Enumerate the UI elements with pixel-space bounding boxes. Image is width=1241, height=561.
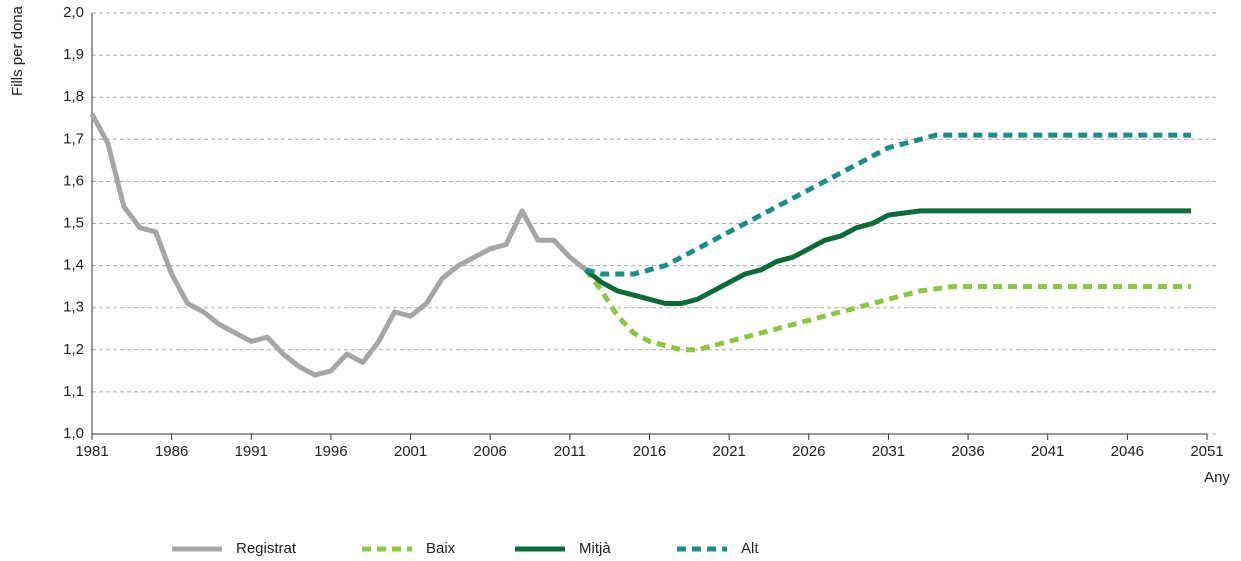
x-tick-label: 1991 bbox=[235, 443, 268, 460]
y-tick-label: 1,9 bbox=[63, 46, 84, 63]
x-tick-label: 2001 bbox=[394, 443, 427, 460]
legend-label: Registrat bbox=[236, 540, 297, 557]
x-tick-label: 2046 bbox=[1111, 443, 1144, 460]
legend-label: Baix bbox=[426, 540, 456, 557]
x-tick-label: 1986 bbox=[155, 443, 188, 460]
y-tick-label: 1,3 bbox=[63, 299, 84, 316]
y-tick-label: 1,1 bbox=[63, 383, 84, 400]
legend-label: Alt bbox=[741, 540, 759, 557]
y-tick-label: 1,7 bbox=[63, 130, 84, 147]
y-tick-label: 1,6 bbox=[63, 172, 84, 189]
y-tick-label: 1,0 bbox=[63, 425, 84, 442]
y-tick-label: 1,2 bbox=[63, 341, 84, 358]
x-tick-label: 1996 bbox=[314, 443, 347, 460]
x-tick-label: 2016 bbox=[633, 443, 666, 460]
series-line bbox=[585, 132, 1192, 277]
x-tick-label: 2011 bbox=[554, 443, 586, 460]
x-tick-label: 2051 bbox=[1190, 443, 1223, 460]
y-tick-label: 1,4 bbox=[63, 257, 84, 274]
series-line bbox=[583, 268, 1192, 353]
x-axis-label: Any bbox=[1204, 469, 1230, 486]
x-tick-label: 2041 bbox=[1031, 443, 1064, 460]
series-line bbox=[584, 208, 1192, 306]
x-tick-label: 1981 bbox=[75, 443, 108, 460]
y-tick-label: 2,0 bbox=[63, 4, 84, 21]
x-tick-label: 2006 bbox=[474, 443, 507, 460]
y-tick-label: 1,8 bbox=[63, 88, 84, 105]
legend-label: Mitjà bbox=[579, 540, 611, 557]
x-tick-label: 2031 bbox=[872, 443, 905, 460]
y-tick-label: 1,5 bbox=[63, 214, 84, 231]
series-line bbox=[89, 112, 588, 378]
y-axis-label: Fills per dona bbox=[9, 5, 26, 96]
x-tick-label: 2036 bbox=[951, 443, 984, 460]
x-tick-label: 2026 bbox=[792, 443, 825, 460]
x-tick-label: 2021 bbox=[712, 443, 745, 460]
